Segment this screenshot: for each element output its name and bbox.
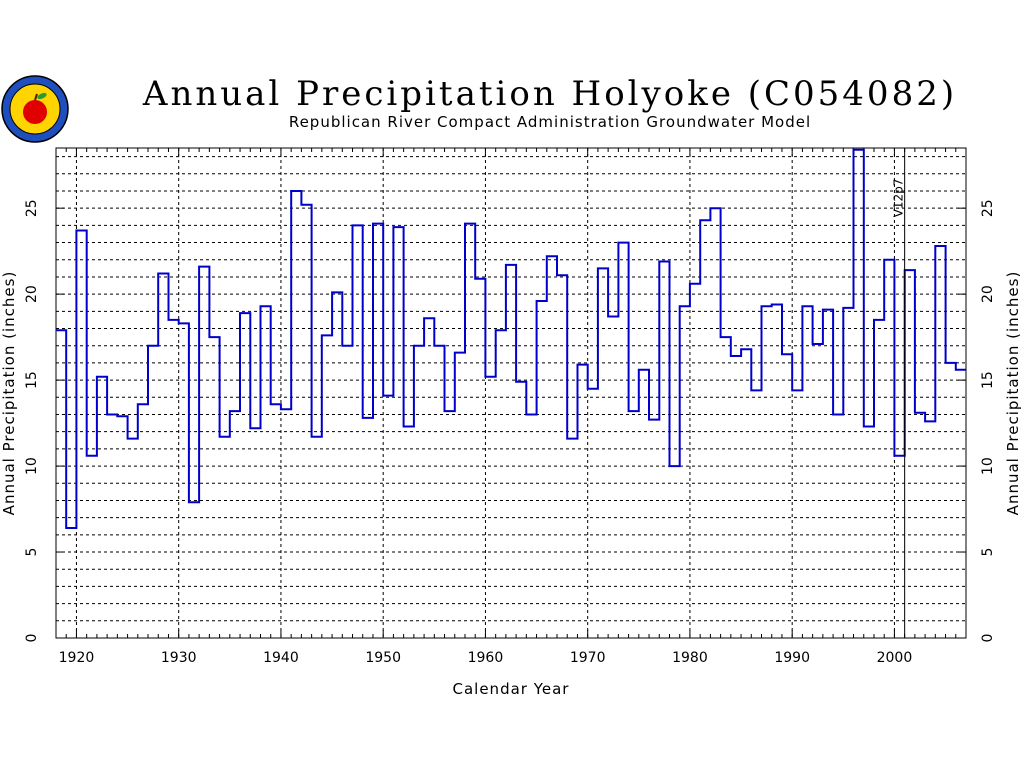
y-tick-label-right: 5 [980,548,996,557]
x-tick-label: 1950 [365,650,401,666]
y-axis-label-right: Annual Precipitation (inches) [1004,271,1022,516]
y-tick-label-left: 20 [24,285,40,303]
y-tick-label-right: 0 [980,634,996,643]
y-tick-label-right: 25 [980,199,996,217]
x-tick-label: 2000 [877,650,913,666]
chart-title: Annual Precipitation Holyoke (C054082) [142,74,958,114]
x-tick-label: 1970 [570,650,606,666]
y-tick-label-right: 10 [980,457,996,475]
y-tick-label-left: 25 [24,199,40,217]
x-tick-label: 1920 [59,650,95,666]
y-axis-label-left: Annual Precipitation (inches) [0,271,18,516]
logo [0,74,70,148]
y-tick-label-left: 10 [24,457,40,475]
plot-frame [55,147,967,639]
x-axis-label: Calendar Year [453,680,570,698]
y-tick-label-left: 15 [24,371,40,389]
x-tick-label: 1980 [672,650,708,666]
version-marker: V12p7 [892,148,906,638]
marker-label: V12p7 [892,179,906,218]
precipitation-series [56,148,966,529]
x-tick-label: 1930 [161,650,197,666]
grid [56,148,966,638]
chart-subtitle: Republican River Compact Administration … [288,113,812,131]
x-tick-label: 1960 [468,650,504,666]
y-tick-label-left: 0 [24,634,40,643]
y-tick-label-right: 20 [980,285,996,303]
precipitation-step-line [56,148,966,529]
x-tick-label: 1940 [263,650,299,666]
y-tick-label-left: 5 [24,548,40,557]
apple-seal-icon [1,75,69,143]
axis-ticks: 1920 1930 1940 1950 1960 1970 1980 1990 2000 0 0 5 5… [24,148,996,666]
y-tick-label-right: 15 [980,371,996,389]
x-tick-label: 1990 [774,650,810,666]
